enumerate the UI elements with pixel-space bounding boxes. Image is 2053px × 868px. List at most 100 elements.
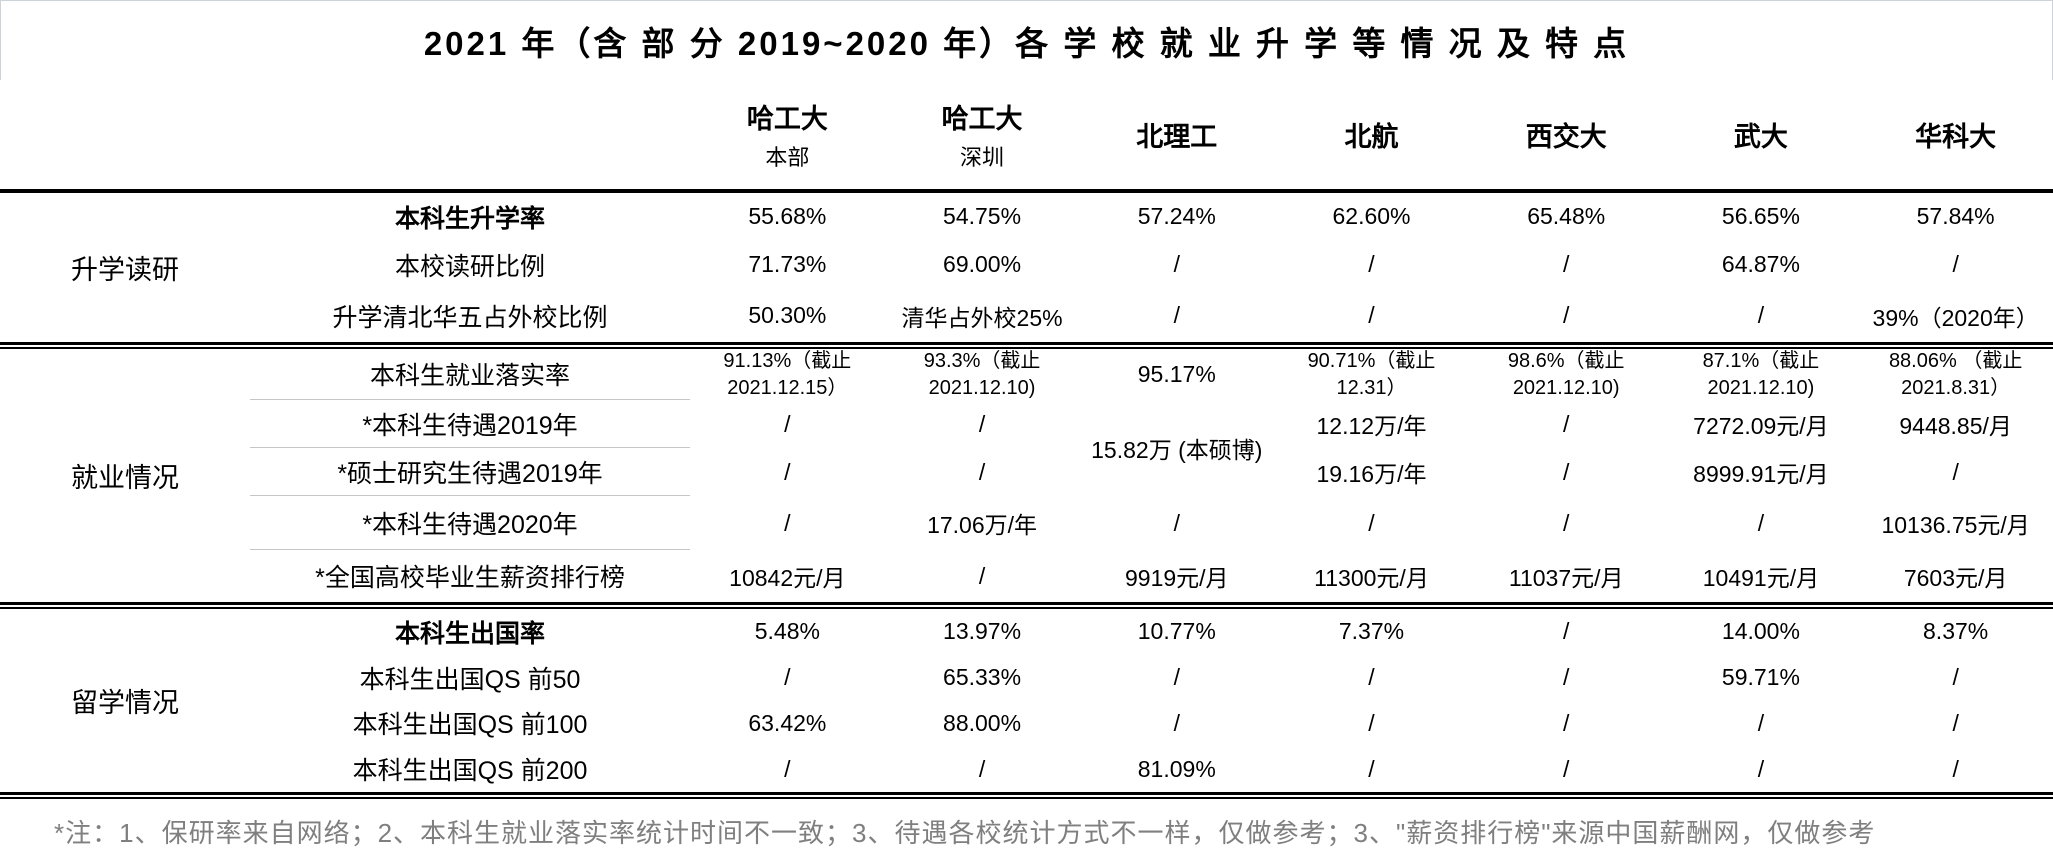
section-study-abroad: 留学情况 本科生出国率 5.48% 13.97% 10.77% 7.37% / 14.00% 8… (0, 609, 2053, 792)
data-cell: 65.48% (1527, 203, 1606, 229)
section-employment: 就业情况 本科生就业落实率 91.13%（截止 2021.12.15） 93.3%（截… (0, 349, 2053, 602)
university-name: 哈工大 (746, 104, 828, 134)
data-cell: 88.06% （截止 2021.8.31） (1888, 349, 2023, 399)
data-cell: 81.09% (1137, 755, 1216, 782)
section-group-label: 就业情况 (71, 463, 179, 493)
data-cell: / (1757, 302, 1765, 328)
data-cell: / (1173, 302, 1180, 328)
data-cell: / (784, 410, 791, 437)
data-cell: 62.60% (1332, 203, 1411, 229)
column-header: 北航 (1274, 80, 1469, 189)
data-cell: 12.12万/年 (1316, 413, 1427, 439)
data-cell: / (1757, 709, 1765, 736)
data-cell: 64.87% (1721, 251, 1800, 277)
data-cell: 90.71%（截止 12.31） (1307, 349, 1436, 399)
section-group-label: 留学情况 (71, 688, 179, 718)
row-label: 本科生升学率 (394, 204, 545, 233)
data-cell: 88.00% (943, 709, 1022, 736)
data-cell: 57.24% (1137, 203, 1216, 229)
data-cell: / (1173, 509, 1180, 536)
data-cell: / (1368, 509, 1375, 536)
data-cell: 71.73% (748, 251, 827, 277)
data-cell: 54.75% (943, 203, 1022, 229)
column-header: 华科大 (1858, 80, 2053, 189)
data-cell: / (1563, 458, 1570, 485)
data-cell: / (784, 509, 791, 536)
data-cell: 5.48% (754, 618, 820, 645)
data-cell: 10.77% (1137, 618, 1216, 645)
row-label: 本科生出国QS 前50 (359, 665, 581, 694)
row-label: *本科生待遇2019年 (250, 400, 690, 448)
row-label: 本校读研比例 (394, 252, 545, 281)
data-cell: / (978, 458, 986, 485)
row-label: 本科生出国率 (394, 619, 545, 648)
row-label: 本科生出国QS 前200 (352, 757, 588, 786)
data-cell: 63.42% (748, 709, 827, 736)
data-cell: 7272.09元/月 (1693, 413, 1829, 439)
data-cell: 65.33% (943, 664, 1022, 691)
data-cell: 8999.91元/月 (1693, 461, 1829, 487)
row-label: *全国高校毕业生薪资排行榜 (315, 564, 625, 592)
data-cell: 98.6%（截止 2021.12.10) (1507, 349, 1625, 399)
data-cell: / (1368, 709, 1375, 736)
data-cell: / (1563, 664, 1570, 691)
campus-name: 深圳 (960, 145, 1005, 170)
data-cell: 7603元/月 (1903, 565, 2008, 591)
data-cell: 8.37% (1923, 618, 1989, 645)
data-cell: / (1757, 755, 1765, 782)
data-cell: 56.65% (1721, 203, 1800, 229)
university-name: 哈工大 (941, 104, 1023, 134)
data-cell: / (1173, 664, 1180, 691)
data-cell: 17.06万/年 (927, 512, 1038, 538)
data-cell: 7.37% (1338, 618, 1405, 645)
section-group-label: 升学读研 (71, 255, 179, 285)
table-title: 2021 年（含 部 分 2019~2020 年）各 学 校 就 业 升 学 等… (0, 0, 2053, 80)
section-divider (0, 602, 2053, 609)
data-cell: / (1952, 709, 1959, 736)
university-name: 武大 (1733, 122, 1788, 152)
university-name: 北理工 (1136, 122, 1218, 152)
row-label: *本科生待遇2020年 (250, 496, 690, 550)
data-cell: / (1368, 302, 1375, 328)
data-cell: / (1563, 509, 1570, 536)
data-cell: / (1563, 302, 1570, 328)
data-cell: / (1563, 251, 1570, 277)
header-row: 哈工大 本部 哈工大 深圳 北理工 北航 西交大 武大 华科大 (0, 80, 2053, 193)
data-cell: 59.71% (1721, 664, 1800, 691)
section-divider (0, 342, 2053, 349)
data-cell: 14.00% (1721, 618, 1800, 645)
data-cell: / (1952, 458, 1959, 485)
data-cell: / (1952, 755, 1959, 782)
row-label: *硕士研究生待遇2019年 (250, 448, 690, 496)
data-cell: / (1368, 251, 1375, 277)
section-divider (0, 792, 2053, 799)
row-label: 本科生就业落实率 (250, 349, 690, 400)
data-cell: / (1173, 251, 1180, 277)
data-cell: 9919元/月 (1125, 565, 1229, 591)
data-cell: 91.13%（截止 2021.12.15） (723, 349, 852, 399)
data-cell: 19.16万/年 (1316, 461, 1427, 487)
column-header: 哈工大 本部 (690, 80, 885, 189)
data-cell: 69.00% (943, 251, 1022, 277)
data-cell: / (784, 458, 791, 485)
data-cell: 清华占外校25% (901, 304, 1063, 331)
university-name: 华科大 (1915, 122, 1997, 152)
data-cell: 10842元/月 (729, 565, 846, 591)
data-cell: 55.68% (748, 203, 827, 229)
data-cell: 10136.75元/月 (1881, 512, 2030, 538)
data-cell: / (1563, 709, 1570, 736)
data-cell: 11300元/月 (1314, 565, 1429, 591)
column-header: 北理工 (1079, 80, 1274, 189)
university-name: 西交大 (1525, 122, 1607, 152)
data-cell: / (1368, 755, 1375, 782)
data-cell: / (1173, 709, 1180, 736)
column-header: 西交大 (1469, 80, 1664, 189)
data-cell: / (1563, 755, 1570, 782)
data-cell: 15.82万 (本硕博) (1091, 437, 1263, 463)
data-cell: 10491元/月 (1702, 565, 1820, 591)
data-cell: / (1563, 410, 1570, 437)
data-cell: 50.30% (748, 302, 827, 328)
data-cell: / (1757, 509, 1765, 536)
row-label: 升学清北华五占外校比例 (332, 303, 608, 332)
